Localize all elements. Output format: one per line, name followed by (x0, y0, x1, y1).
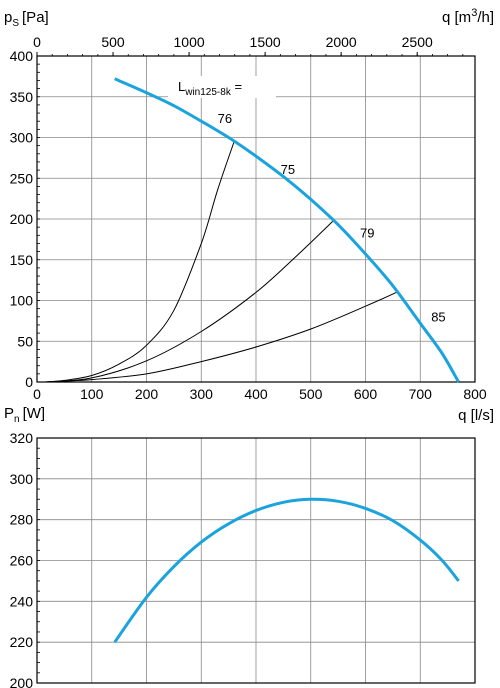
top-tick-label: 2000 (326, 34, 357, 50)
sound-level-label: 85 (431, 310, 445, 325)
sound-level-label: 76 (218, 111, 232, 126)
x-tick-label: 600 (354, 386, 378, 402)
y-tick-label: 150 (10, 252, 34, 268)
top-chart-grid (36, 55, 476, 383)
y-tick-label: 100 (10, 293, 34, 309)
airflow-m3h-axis-label: q [m3/h] (442, 7, 494, 26)
power-axis-label: Pn [W] (4, 405, 45, 425)
top-tick-label: 1500 (250, 34, 281, 50)
airflow-ls-axis-label: q [l/s] (458, 407, 494, 424)
bottom-chart-ticks: 200 220 240 260 280 300 320 (10, 430, 40, 688)
top-tick-label: 0 (33, 34, 41, 50)
y-tick-label: 300 (10, 130, 34, 146)
bottom-chart-grid (36, 437, 476, 684)
y-tick-label: 200 (10, 211, 34, 227)
top-tick-label: 1000 (174, 34, 205, 50)
y-tick-label: 300 (10, 471, 34, 487)
x-tick-label: 100 (80, 386, 104, 402)
y-tick-label: 250 (10, 170, 34, 186)
x-tick-label: 400 (244, 386, 268, 402)
x-tick-label: 800 (463, 386, 487, 402)
y-tick-label: 280 (10, 512, 34, 528)
y-tick-label: 200 (10, 675, 34, 688)
sound-level-label: 79 (360, 226, 374, 241)
y-tick-label: 320 (10, 430, 34, 446)
y-tick-label: 0 (25, 374, 33, 390)
top-tick-label: 500 (101, 34, 125, 50)
system-curve-1 (45, 141, 235, 383)
y-tick-label: 260 (10, 553, 34, 569)
y-tick-label: 240 (10, 593, 34, 609)
top-chart-frame (36, 55, 476, 383)
y-tick-label: 50 (17, 333, 33, 349)
sound-level-labels: 76 75 79 85 (218, 111, 446, 325)
system-curve-3 (45, 291, 399, 383)
x-tick-label: 700 (409, 386, 433, 402)
y-tick-label: 400 (10, 48, 34, 64)
pressure-axis-label: pS [Pa] (4, 9, 49, 29)
fan-pressure-curve (114, 77, 460, 383)
sound-level-label: 75 (281, 162, 295, 177)
sound-power-annotation: Lwin125-8k = (178, 79, 242, 98)
bottom-chart-frame (36, 437, 476, 684)
bottom-chart-curves (113, 497, 460, 644)
system-curve-2 (45, 221, 334, 383)
annotation-background (168, 76, 276, 98)
x-tick-label: 300 (190, 386, 214, 402)
y-tick-label: 220 (10, 634, 34, 650)
top-chart-curves (45, 77, 460, 383)
top-chart-ticks: 0 100 200 300 400 500 600 700 800 0 50 100 150 200 250… (10, 34, 487, 402)
x-tick-label: 200 (135, 386, 159, 402)
y-tick-label: 350 (10, 89, 34, 105)
power-curve (113, 497, 460, 644)
x-tick-label: 0 (33, 386, 41, 402)
x-tick-label: 500 (299, 386, 323, 402)
top-tick-label: 2500 (402, 34, 433, 50)
